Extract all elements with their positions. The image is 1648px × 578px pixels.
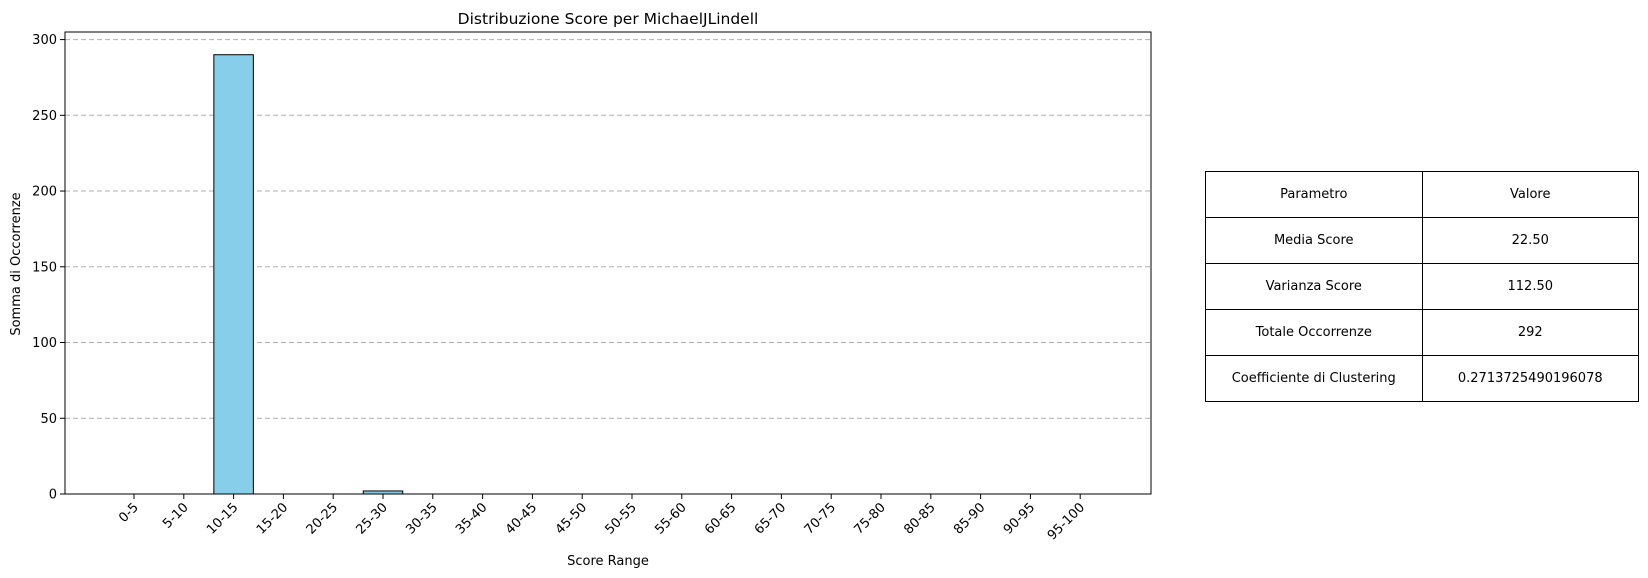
x-tick-label: 95-100 (1045, 500, 1088, 543)
table-header-cell: Parametro (1205, 171, 1423, 218)
x-tick-label: 55-60 (652, 500, 689, 537)
table-cell-value: 0.2713725490196078 (1421, 355, 1639, 402)
table-cell-value: 22.50 (1421, 217, 1639, 264)
table-row: Varianza Score 112.50 (1205, 263, 1639, 310)
y-tick-label: 150 (32, 260, 57, 275)
x-tick-label: 40-45 (503, 500, 540, 537)
x-tick-label: 0-5 (116, 500, 142, 526)
y-tick-label: 300 (32, 33, 57, 48)
x-tick-label: 60-65 (702, 500, 739, 537)
table-row: Totale Occorrenze 292 (1205, 309, 1639, 356)
table-header-row: Parametro Valore (1205, 171, 1639, 218)
y-axis-label: Somma di Occorrenze (9, 192, 24, 335)
table-cell-parameter: Coefficiente di Clustering (1205, 355, 1423, 402)
chart-title: Distribuzione Score per MichaelJLindell (458, 10, 759, 28)
x-tick-label: 80-85 (901, 500, 938, 537)
table-cell-value: 112.50 (1421, 263, 1639, 310)
table-header-cell: Valore (1421, 171, 1639, 218)
bar-10-15 (213, 54, 254, 495)
plot-area (64, 31, 1152, 495)
y-tick-label: 200 (32, 185, 57, 200)
x-tick-label: 70-75 (802, 500, 839, 537)
table-row: Coefficiente di Clustering 0.27137254901… (1205, 355, 1639, 402)
x-tick-label: 20-25 (304, 500, 341, 537)
x-tick-label: 10-15 (204, 500, 241, 537)
x-tick-label: 90-95 (1001, 500, 1038, 537)
x-tick-label: 45-50 (553, 500, 590, 537)
x-axis-label: Score Range (567, 554, 649, 569)
table-cell-parameter: Varianza Score (1205, 263, 1423, 310)
table-cell-parameter: Totale Occorrenze (1205, 309, 1423, 356)
table-cell-value: 292 (1421, 309, 1639, 356)
x-tick-label: 85-90 (951, 500, 988, 537)
x-tick-label: 30-35 (403, 500, 440, 537)
y-axis: 0 50 100 150 200 250 300 (32, 33, 65, 503)
x-tick-label: 65-70 (752, 500, 789, 537)
table-row: Media Score 22.50 (1205, 217, 1639, 264)
stats-table: Parametro Valore Media Score 22.50 Varia… (1205, 171, 1639, 402)
x-tick-label: 35-40 (453, 500, 490, 537)
x-tick-label: 25-30 (354, 500, 391, 537)
x-tick-label: 50-55 (603, 500, 640, 537)
bars (213, 54, 404, 495)
x-tick-label: 5-10 (160, 500, 191, 531)
y-tick-label: 0 (49, 488, 57, 503)
x-tick-label: 75-80 (852, 500, 889, 537)
y-tick-label: 100 (32, 336, 57, 351)
y-tick-label: 250 (32, 109, 57, 124)
table-cell-parameter: Media Score (1205, 217, 1423, 264)
x-axis: 0-5 5-10 10-15 15-20 20-25 25-30 30-35 35-40 40-… (116, 494, 1088, 543)
x-tick-label: 15-20 (254, 500, 291, 537)
y-tick-label: 50 (40, 412, 57, 427)
